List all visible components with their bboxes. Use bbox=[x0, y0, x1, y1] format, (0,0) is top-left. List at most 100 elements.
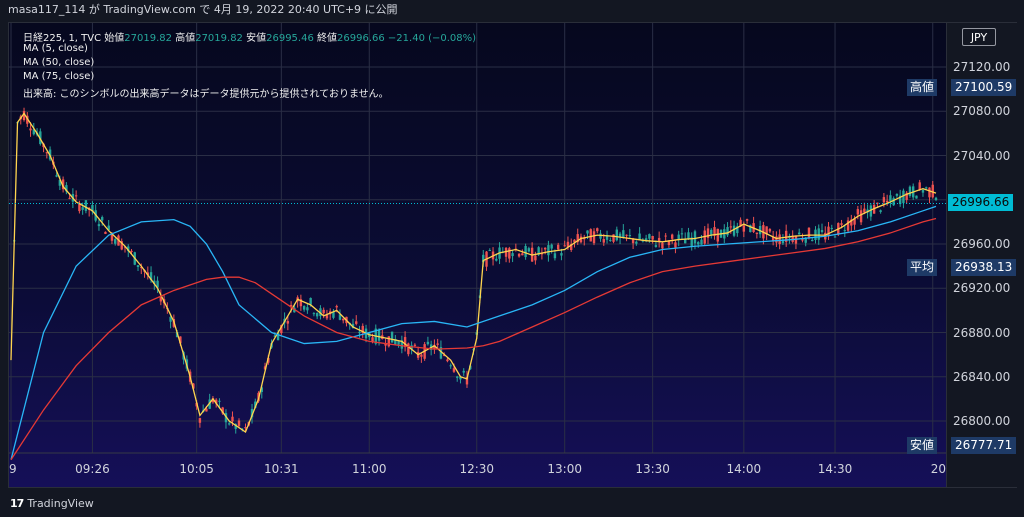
candle-body bbox=[394, 339, 397, 345]
legend-close-value: 26996.66 bbox=[337, 33, 385, 44]
candle-body bbox=[120, 241, 123, 250]
candle-body bbox=[742, 225, 746, 232]
y-tick-label: 26960.00 bbox=[953, 237, 1011, 251]
candle-body bbox=[651, 236, 654, 240]
candle-body bbox=[778, 234, 781, 245]
candle-body bbox=[32, 129, 35, 135]
x-tick-label: 13:30 bbox=[635, 462, 670, 476]
candle-body bbox=[729, 226, 733, 228]
ma75-line[interactable] bbox=[10, 217, 937, 461]
legend-open-value: 27019.82 bbox=[124, 33, 173, 44]
candle-body bbox=[260, 387, 263, 393]
legend-ma5[interactable]: MA (5, close) bbox=[23, 43, 88, 54]
candle-body bbox=[560, 253, 563, 256]
candle-body bbox=[325, 315, 329, 319]
candle-body bbox=[537, 247, 540, 255]
legend-close-label: 終値 bbox=[317, 33, 338, 44]
candle-body bbox=[732, 225, 736, 236]
candle-body bbox=[745, 219, 749, 221]
candle-body bbox=[628, 235, 632, 237]
candle-body bbox=[573, 239, 576, 243]
candle-body bbox=[267, 357, 270, 363]
moving-averages bbox=[10, 112, 937, 461]
candle-body bbox=[889, 195, 892, 202]
candle-body bbox=[319, 308, 322, 317]
candle-body bbox=[465, 376, 469, 385]
candle-body bbox=[332, 311, 335, 318]
candle-body bbox=[925, 187, 928, 189]
candle-body bbox=[322, 309, 325, 314]
candle-body bbox=[605, 235, 609, 240]
candle-body bbox=[592, 231, 596, 244]
legend-high-label: 高値 bbox=[175, 33, 196, 44]
y-tick-label: 26840.00 bbox=[953, 369, 1011, 384]
tradingview-logo[interactable]: 17 TradingView bbox=[10, 497, 94, 510]
candle-body bbox=[91, 205, 94, 212]
candle-body bbox=[570, 244, 573, 251]
grid bbox=[9, 23, 946, 454]
candle-body bbox=[524, 245, 527, 258]
candle-body bbox=[882, 197, 886, 203]
candle-body bbox=[693, 231, 697, 244]
candle-body bbox=[697, 242, 700, 245]
candle-body bbox=[527, 248, 531, 252]
candle-body bbox=[442, 354, 446, 356]
legend-symbol: 日経225, 1, TVC bbox=[23, 33, 102, 44]
ma5-line[interactable] bbox=[10, 112, 937, 434]
chart-pane[interactable]: 9 09:26 10:05 10:31 11:00 12:30 13:00 13:30 14:0… bbox=[8, 22, 947, 488]
candle-body bbox=[250, 408, 254, 418]
candle-body bbox=[482, 254, 485, 263]
candle-body bbox=[553, 253, 557, 259]
candle-body bbox=[830, 227, 833, 229]
candle-body bbox=[407, 343, 410, 355]
candle-body bbox=[765, 226, 768, 235]
candle-body bbox=[228, 423, 231, 425]
legend-open-label: 始値 bbox=[104, 33, 125, 44]
candle-body bbox=[615, 229, 619, 241]
candle-body bbox=[237, 420, 241, 426]
candle-body bbox=[609, 239, 612, 241]
publish-info: masa117_114 が TradingView.com で 4月 19, 2… bbox=[0, 0, 1024, 20]
candle-body bbox=[306, 307, 309, 311]
candle-body bbox=[798, 232, 801, 235]
candle-body bbox=[456, 376, 459, 378]
candle-body bbox=[130, 250, 133, 253]
candle-body bbox=[315, 313, 319, 317]
candle-body bbox=[462, 370, 465, 373]
candle-body bbox=[377, 329, 381, 341]
price-chart[interactable]: 9 09:26 10:05 10:31 11:00 12:30 13:00 13:30 14:0… bbox=[9, 23, 947, 488]
candle-body bbox=[902, 190, 905, 204]
legend-ma50[interactable]: MA (50, close) bbox=[23, 57, 95, 68]
candle-body bbox=[400, 340, 404, 349]
candle-body bbox=[716, 228, 719, 242]
candle-body bbox=[589, 229, 592, 242]
candle-body bbox=[335, 306, 338, 308]
candle-body bbox=[775, 236, 778, 243]
avg-tag-value: 26938.13 bbox=[951, 259, 1017, 277]
candle-body bbox=[850, 219, 853, 226]
candle-body bbox=[674, 242, 677, 248]
candle-body bbox=[755, 232, 759, 234]
candle-body bbox=[508, 248, 511, 259]
candle-body bbox=[45, 152, 49, 154]
candle-body bbox=[413, 344, 417, 346]
candle-body bbox=[140, 267, 143, 269]
candle-body bbox=[915, 195, 918, 199]
x-tick-label: 9 bbox=[9, 462, 17, 476]
ma50-line[interactable] bbox=[10, 205, 937, 460]
candle-body bbox=[667, 241, 671, 246]
candle-body bbox=[801, 239, 804, 241]
candle-body bbox=[459, 376, 462, 380]
legend-ma75[interactable]: MA (75, close) bbox=[23, 71, 95, 82]
y-tick-label: 27040.00 bbox=[953, 148, 1011, 163]
candle-body bbox=[107, 225, 110, 231]
candle-body bbox=[677, 234, 680, 240]
candle-body bbox=[866, 209, 869, 213]
legend-low-value: 26995.46 bbox=[266, 33, 314, 44]
candle-body bbox=[149, 272, 153, 281]
candle-body bbox=[387, 336, 391, 347]
currency-button[interactable]: JPY bbox=[962, 28, 996, 46]
candle-body bbox=[833, 236, 837, 238]
x-tick-label: 13:00 bbox=[547, 462, 582, 476]
candle-body bbox=[898, 195, 902, 205]
